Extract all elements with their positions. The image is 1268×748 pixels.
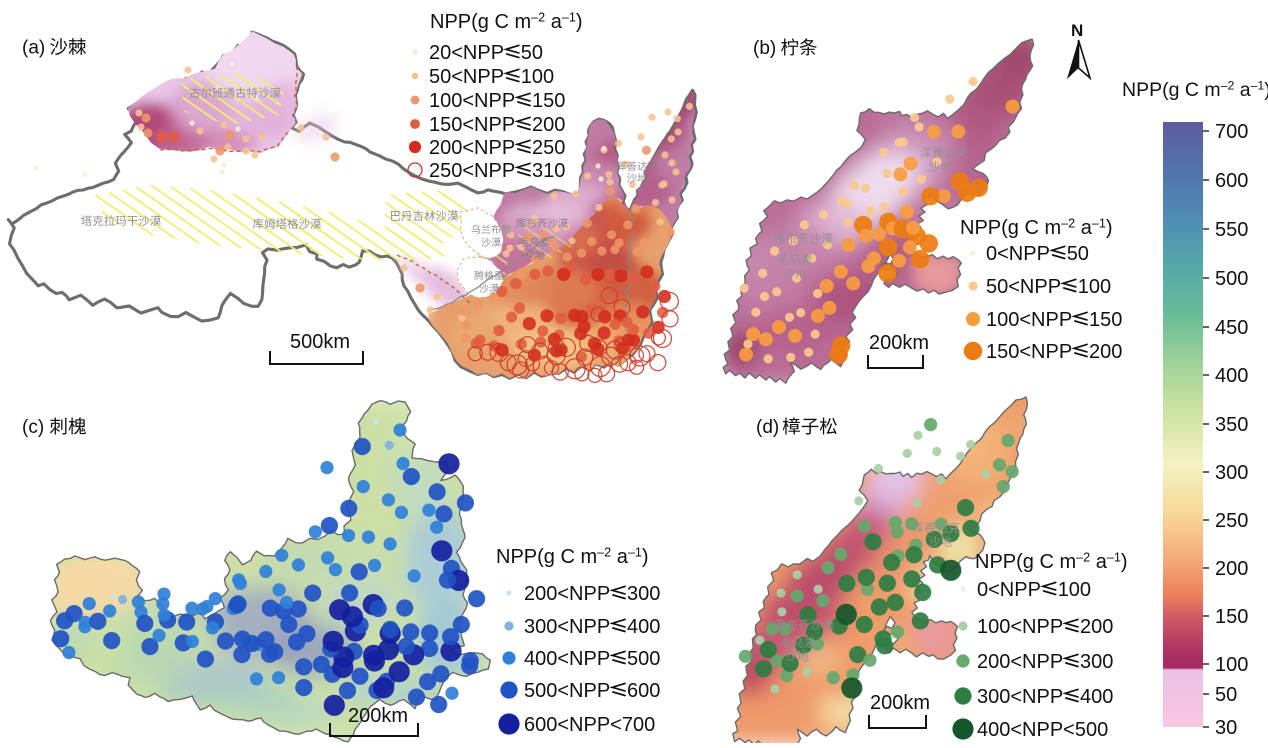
svg-text:600<NPP<700: 600<NPP<700: [524, 714, 655, 736]
svg-text:400: 400: [627, 616, 660, 638]
svg-text:100: 100: [1215, 654, 1248, 676]
svg-text:550: 550: [1215, 219, 1248, 241]
svg-text:30: 30: [1215, 717, 1237, 739]
svg-text:20<NPP: 20<NPP: [429, 42, 504, 64]
svg-text:400<NPP<500: 400<NPP<500: [977, 719, 1108, 741]
svg-text:200km: 200km: [869, 332, 929, 354]
svg-text:200: 200: [532, 114, 565, 136]
svg-text:300: 300: [627, 583, 660, 605]
svg-text:200<NPP: 200<NPP: [429, 137, 515, 159]
svg-text:310: 310: [532, 160, 565, 182]
svg-text:NPP(g C m–2 a–1): NPP(g C m–2 a–1): [1122, 79, 1268, 101]
svg-text:(d): (d): [756, 417, 779, 438]
svg-text:400<NPP: 400<NPP: [524, 648, 610, 670]
svg-text:50<NPP: 50<NPP: [986, 276, 1061, 298]
svg-text:300<NPP: 300<NPP: [524, 616, 610, 638]
svg-text:200: 200: [1080, 616, 1113, 638]
svg-text:600: 600: [1215, 170, 1248, 192]
svg-text:500: 500: [627, 648, 660, 670]
svg-text:700: 700: [1215, 121, 1248, 143]
svg-text:250<NPP: 250<NPP: [429, 160, 515, 182]
svg-text:250: 250: [1215, 510, 1248, 532]
svg-text:600: 600: [627, 680, 660, 702]
svg-text:100: 100: [521, 66, 554, 88]
svg-text:450: 450: [1215, 317, 1248, 339]
svg-text:100: 100: [1078, 276, 1111, 298]
svg-text:200km: 200km: [348, 705, 408, 727]
svg-text:50<NPP: 50<NPP: [429, 66, 504, 88]
svg-text:200: 200: [1215, 558, 1248, 580]
svg-text:200: 200: [1089, 341, 1122, 363]
svg-text:200<NPP: 200<NPP: [524, 583, 610, 605]
svg-text:400: 400: [1080, 686, 1113, 708]
svg-text:150: 150: [532, 90, 565, 112]
svg-text:N: N: [1071, 21, 1083, 40]
svg-text:50: 50: [1067, 243, 1089, 265]
svg-text:100<NPP: 100<NPP: [429, 90, 515, 112]
svg-text:NPP(g C m–2 a–1): NPP(g C m–2 a–1): [975, 550, 1128, 573]
svg-text:50: 50: [521, 42, 543, 64]
svg-text:300: 300: [1215, 462, 1248, 484]
svg-text:300<NPP: 300<NPP: [977, 686, 1063, 708]
svg-text:350: 350: [1215, 414, 1248, 436]
svg-text:150<NPP: 150<NPP: [429, 114, 515, 136]
svg-text:0<NPP: 0<NPP: [986, 243, 1050, 265]
svg-text:500km: 500km: [290, 331, 350, 353]
svg-text:200<NPP: 200<NPP: [977, 651, 1063, 673]
svg-text:NPP(g C m–2 a–1): NPP(g C m–2 a–1): [960, 216, 1113, 239]
svg-text:100<NPP: 100<NPP: [986, 309, 1072, 331]
svg-text:NPP(g C m–2 a–1): NPP(g C m–2 a–1): [430, 10, 583, 33]
svg-text:(c): (c): [22, 417, 44, 438]
svg-text:100<NPP: 100<NPP: [977, 616, 1063, 638]
svg-text:0<NPP: 0<NPP: [977, 579, 1041, 601]
svg-text:300: 300: [1080, 651, 1113, 673]
svg-text:(b): (b): [753, 38, 776, 59]
svg-text:150: 150: [1215, 606, 1248, 628]
svg-text:250: 250: [532, 137, 565, 159]
svg-text:150: 150: [1089, 309, 1122, 331]
svg-text:150<NPP: 150<NPP: [986, 341, 1072, 363]
svg-text:NPP(g C m–2 a–1): NPP(g C m–2 a–1): [496, 545, 649, 568]
svg-text:500<NPP: 500<NPP: [524, 680, 610, 702]
svg-text:100: 100: [1058, 579, 1091, 601]
svg-text:200km: 200km: [870, 692, 930, 714]
svg-text:50: 50: [1215, 684, 1237, 706]
svg-text:500: 500: [1215, 268, 1248, 290]
svg-text:(a): (a): [22, 38, 45, 59]
svg-text:400: 400: [1215, 365, 1248, 387]
